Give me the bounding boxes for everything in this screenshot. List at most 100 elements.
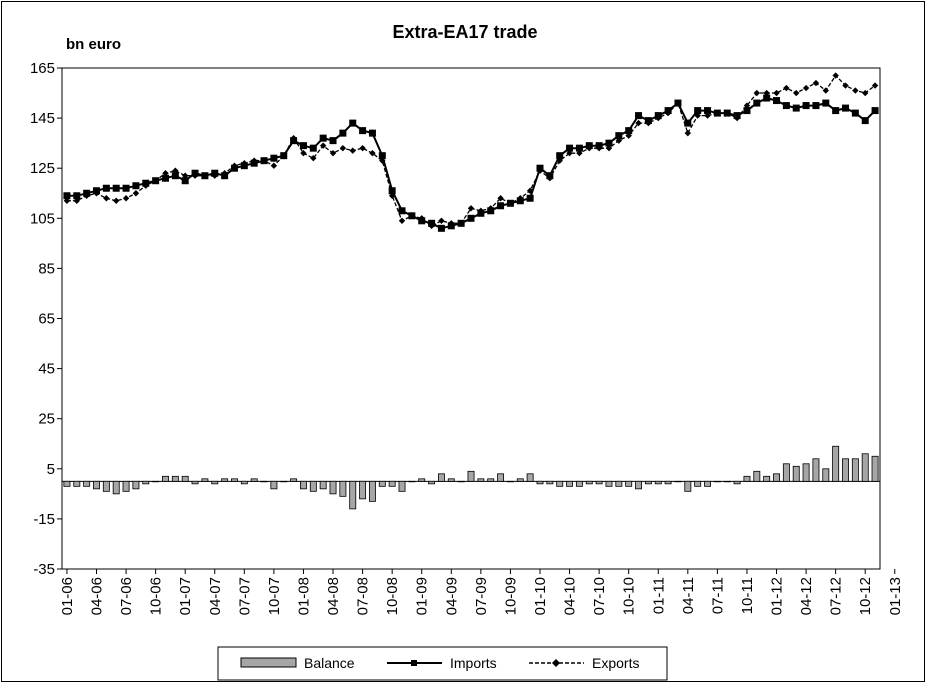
imports-point [418, 217, 426, 225]
balance-bar [122, 480, 130, 492]
exports-point [842, 82, 849, 89]
balance-bar [871, 455, 879, 482]
imports-point [122, 184, 130, 192]
balance-bar [684, 480, 692, 492]
x-tick-label: 04-12 [798, 577, 815, 615]
imports-point [211, 169, 219, 177]
balance-bar [250, 478, 258, 482]
imports-point [566, 144, 574, 152]
imports-point [585, 142, 593, 150]
exports-point [113, 197, 120, 204]
balance-bar [526, 473, 534, 482]
imports-point [359, 127, 367, 135]
imports-point [871, 107, 879, 115]
balance-bar [654, 480, 662, 485]
balance-bar [556, 480, 564, 487]
imports-point [595, 142, 603, 150]
legend: Balance Imports Exports [217, 646, 668, 681]
exports-point [122, 195, 130, 202]
exports-point [300, 149, 307, 157]
balance-bar [378, 480, 386, 487]
x-tick-label: 07-11 [709, 577, 726, 614]
balance-bar [181, 475, 189, 482]
y-tick-label: 25 [38, 411, 55, 428]
balance-bar [191, 480, 199, 485]
imports-point [575, 144, 583, 152]
balance-bar [723, 480, 731, 483]
exports-point [793, 89, 800, 97]
x-tick-label: 01-09 [414, 577, 431, 615]
balance-bar [102, 480, 110, 492]
balance-bar [615, 480, 623, 487]
balance-bar [861, 453, 869, 482]
balance-bar [329, 480, 337, 495]
balance-bars [63, 445, 879, 510]
balance-bar [802, 463, 810, 482]
balance-bar [112, 480, 120, 495]
balance-bar [437, 473, 445, 482]
balance-bar [142, 480, 150, 485]
x-tick-label: 07-09 [473, 577, 490, 615]
imports-point [684, 119, 692, 127]
imports-point [181, 177, 189, 185]
exports-point [497, 195, 504, 202]
y-tick-label: 5 [47, 461, 55, 478]
imports-point [201, 172, 209, 180]
imports-point [102, 184, 110, 192]
legend-imports-marker [411, 660, 417, 666]
imports-point [112, 184, 120, 192]
exports-point [684, 129, 692, 137]
legend-imports-label: Imports [450, 655, 497, 671]
balance-bar [231, 478, 238, 482]
imports-point [132, 182, 140, 190]
x-tick-label: 01-06 [59, 577, 76, 615]
imports-point [152, 177, 160, 185]
imports-point [398, 207, 406, 215]
balance-bar [812, 458, 820, 482]
imports-point [437, 224, 445, 232]
legend-exports-label: Exports [592, 655, 639, 671]
balance-bar [585, 480, 593, 485]
balance-bar [428, 480, 436, 485]
imports-point [782, 102, 790, 110]
balance-bar [506, 480, 514, 483]
balance-bar [477, 478, 485, 482]
imports-point [605, 139, 613, 147]
imports-point [142, 179, 150, 187]
balance-bar [664, 480, 672, 485]
exports-point [743, 102, 751, 109]
x-tick-label: 04-07 [207, 577, 224, 615]
imports-point [615, 132, 623, 140]
balance-bar [211, 480, 219, 485]
imports-point [368, 129, 376, 137]
imports-point [260, 157, 268, 165]
plot-area [61, 67, 881, 570]
imports-point [290, 137, 298, 145]
imports-point [221, 172, 229, 180]
imports-point [83, 189, 91, 197]
exports-point [310, 154, 317, 162]
imports-point [792, 104, 800, 112]
balance-bar [704, 480, 711, 487]
exports-point [852, 87, 859, 94]
imports-point [428, 219, 436, 227]
imports-point [299, 142, 307, 150]
imports-point [674, 99, 682, 107]
imports-point [763, 94, 771, 102]
balance-bar [792, 465, 800, 482]
imports-point [280, 152, 288, 160]
balance-bar [773, 473, 780, 482]
y-tick-label: -15 [33, 511, 55, 528]
balance-bar [842, 458, 849, 482]
exports-point [802, 84, 810, 92]
exports-point [812, 79, 820, 87]
balance-bar [674, 480, 682, 483]
imports-point [753, 99, 761, 107]
imports-point [408, 212, 416, 220]
x-tick-label: 07-10 [591, 577, 608, 615]
balance-bar [635, 480, 642, 490]
exports-point [369, 149, 376, 157]
balance-bar [782, 463, 790, 482]
balance-bar [467, 470, 475, 482]
x-tick-label: 04-09 [443, 577, 460, 615]
